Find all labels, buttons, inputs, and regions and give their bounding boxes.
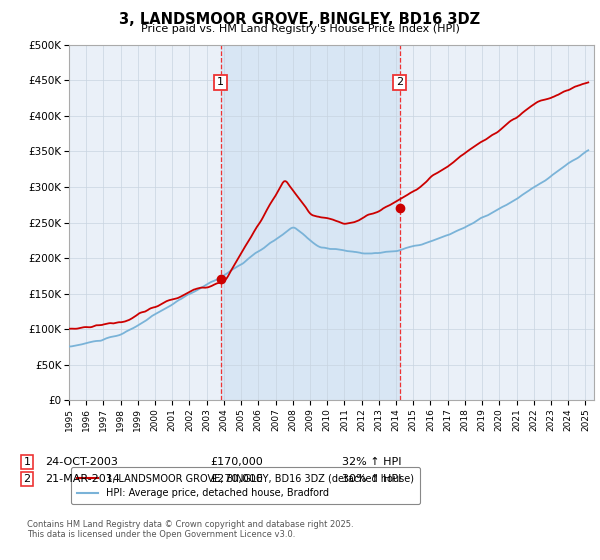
Text: 1: 1 (217, 77, 224, 87)
Text: 2: 2 (23, 474, 31, 484)
Text: 32% ↑ HPI: 32% ↑ HPI (342, 457, 401, 467)
Text: Price paid vs. HM Land Registry's House Price Index (HPI): Price paid vs. HM Land Registry's House … (140, 24, 460, 34)
Text: £270,000: £270,000 (210, 474, 263, 484)
Text: 2: 2 (396, 77, 403, 87)
Text: 1: 1 (23, 457, 31, 467)
Text: 3, LANDSMOOR GROVE, BINGLEY, BD16 3DZ: 3, LANDSMOOR GROVE, BINGLEY, BD16 3DZ (119, 12, 481, 27)
Text: 21-MAR-2014: 21-MAR-2014 (45, 474, 120, 484)
Text: Contains HM Land Registry data © Crown copyright and database right 2025.
This d: Contains HM Land Registry data © Crown c… (27, 520, 353, 539)
Bar (221, 45, 400, 400)
Legend: 3, LANDSMOOR GROVE, BINGLEY, BD16 3DZ (detached house), HPI: Average price, deta: 3, LANDSMOOR GROVE, BINGLEY, BD16 3DZ (d… (71, 468, 420, 504)
Text: £170,000: £170,000 (210, 457, 263, 467)
Text: 30% ↑ HPI: 30% ↑ HPI (342, 474, 401, 484)
Text: 24-OCT-2003: 24-OCT-2003 (45, 457, 118, 467)
